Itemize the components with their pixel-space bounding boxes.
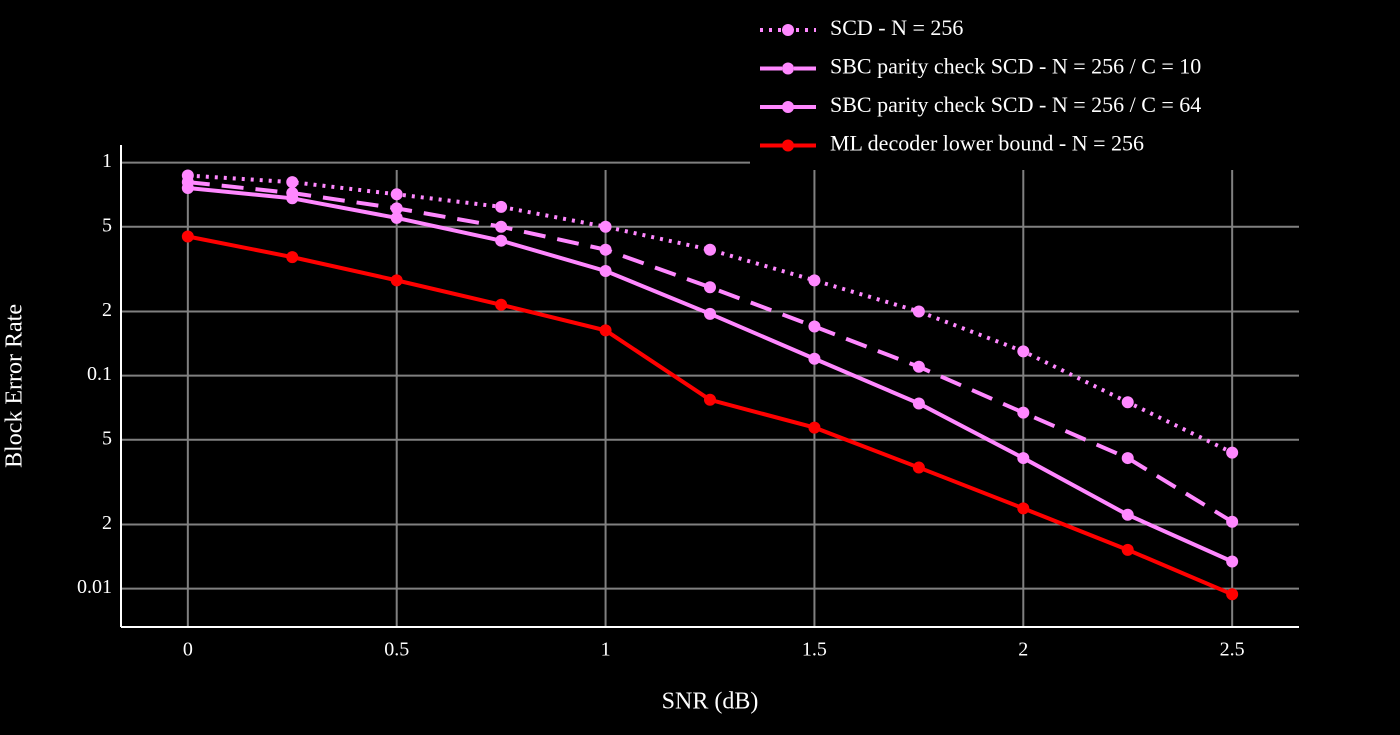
data-point bbox=[1226, 515, 1239, 528]
data-point bbox=[1017, 406, 1030, 419]
data-point bbox=[390, 274, 403, 287]
data-point bbox=[704, 281, 716, 294]
y-tick-label: 5 bbox=[102, 214, 112, 236]
data-point bbox=[286, 192, 299, 205]
x-tick-label: 1.5 bbox=[802, 639, 827, 661]
data-point bbox=[704, 243, 716, 256]
data-point bbox=[1121, 543, 1134, 556]
data-point bbox=[495, 234, 508, 247]
data-point bbox=[808, 274, 821, 287]
legend-label: SBC parity check SCD - N = 256 / C = 10 bbox=[830, 54, 1201, 79]
series-line bbox=[187, 180, 1234, 524]
data-point bbox=[599, 243, 612, 256]
data-point bbox=[1226, 588, 1239, 601]
y-tick-label: 2 bbox=[102, 512, 112, 534]
data-point bbox=[599, 220, 612, 233]
legend-label: SBC parity check SCD - N = 256 / C = 64 bbox=[830, 92, 1201, 117]
data-point bbox=[704, 307, 716, 320]
data-point bbox=[181, 230, 194, 243]
data-point bbox=[912, 305, 925, 318]
data-point bbox=[286, 176, 299, 189]
data-point bbox=[599, 324, 612, 337]
data-point bbox=[1017, 452, 1030, 465]
data-point bbox=[1121, 508, 1134, 521]
data-point bbox=[181, 182, 194, 195]
data-point bbox=[495, 200, 508, 213]
data-point bbox=[390, 211, 403, 224]
data-point bbox=[1121, 452, 1134, 465]
legend-box bbox=[750, 10, 1300, 170]
y-tick-label: 1 bbox=[102, 150, 112, 172]
x-tick-label: 0.5 bbox=[384, 639, 409, 661]
y-tick-label: 2 bbox=[102, 299, 112, 321]
data-point bbox=[390, 202, 403, 215]
legend-marker bbox=[782, 139, 794, 152]
data-point bbox=[1017, 345, 1030, 358]
legend-marker bbox=[782, 24, 794, 36]
data-point bbox=[912, 397, 925, 410]
y-tick-label: 0.1 bbox=[87, 363, 112, 385]
data-point bbox=[495, 298, 508, 311]
y-tick-label: 5 bbox=[102, 427, 112, 449]
legend-marker bbox=[782, 101, 794, 113]
data-point bbox=[1121, 396, 1134, 409]
legend-label: ML decoder lower bound - N = 256 bbox=[830, 131, 1144, 156]
data-point bbox=[1226, 446, 1239, 459]
y-tick-label: 0.01 bbox=[77, 576, 112, 598]
data-point bbox=[912, 360, 925, 373]
data-point bbox=[808, 421, 821, 434]
x-tick-label: 1 bbox=[601, 639, 611, 661]
x-axis-label: SNR (dB) bbox=[662, 689, 759, 715]
data-point bbox=[912, 461, 925, 474]
x-tick-label: 2 bbox=[1018, 639, 1028, 661]
data-point bbox=[808, 320, 821, 333]
data-point bbox=[599, 264, 612, 277]
data-point bbox=[704, 393, 716, 406]
data-point bbox=[286, 251, 299, 264]
x-tick-label: 0 bbox=[183, 639, 193, 661]
data-point bbox=[1017, 502, 1030, 515]
data-point bbox=[808, 352, 821, 365]
x-tick-label: 2.5 bbox=[1220, 639, 1245, 661]
legend-label: SCD - N = 256 bbox=[830, 15, 963, 40]
data-point bbox=[1226, 555, 1239, 568]
y-axis-label: Block Error Rate bbox=[2, 304, 28, 468]
data-point bbox=[390, 188, 403, 201]
legend-marker bbox=[782, 62, 794, 75]
data-point bbox=[495, 220, 508, 233]
